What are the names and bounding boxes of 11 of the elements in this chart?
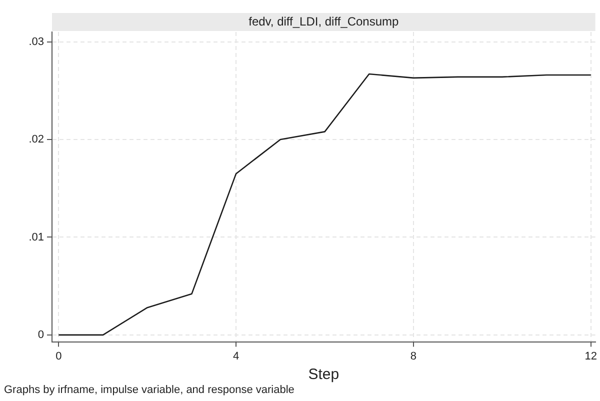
y-tick-label: .02 xyxy=(28,134,44,146)
text: Graphs by irfname, impulse variable, and response variable xyxy=(4,384,294,396)
y-tick-label: 0 xyxy=(38,328,44,341)
x-tick-label: 8 xyxy=(410,350,417,362)
x-axis-title: Step xyxy=(308,366,340,384)
x-tick-label: 12 xyxy=(584,350,597,362)
x-tick-label: 4 xyxy=(232,350,240,362)
chart-title: fedv, diff_LDI, diff_Consump xyxy=(248,14,400,28)
x-tick-label: 0 xyxy=(56,350,62,362)
y-tick-label: .01 xyxy=(28,231,44,244)
y-tick-label: .03 xyxy=(28,36,44,48)
